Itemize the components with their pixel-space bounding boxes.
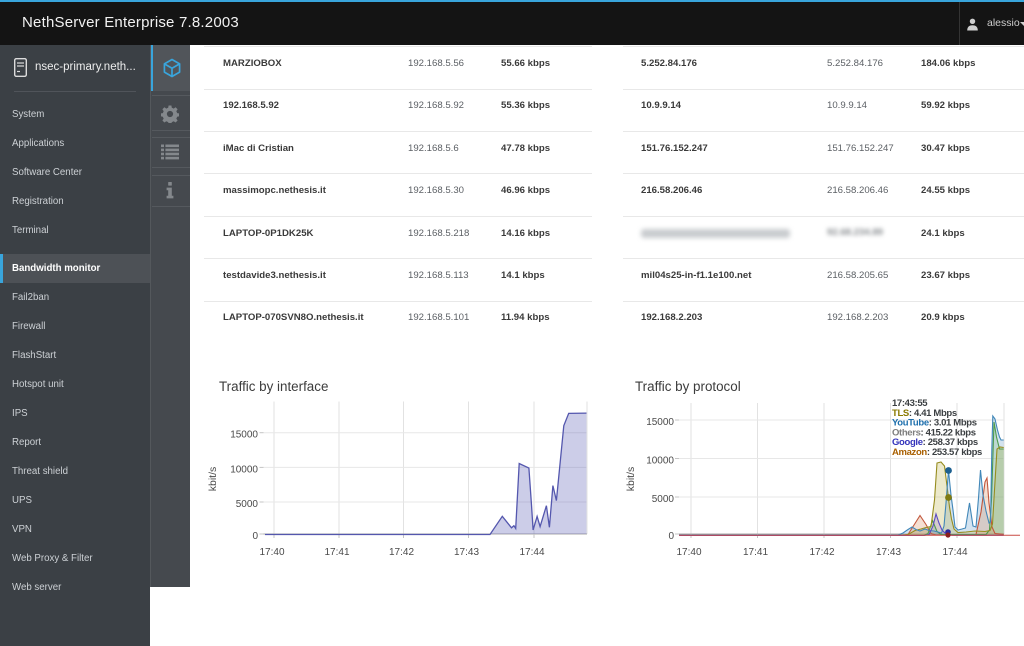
svg-text:17:41: 17:41 [324, 547, 349, 558]
svg-text:15000: 15000 [646, 417, 674, 428]
svg-text:10000: 10000 [230, 464, 258, 475]
svg-text:Google: 258.37 kbps: Google: 258.37 kbps [892, 437, 978, 448]
svg-text:17:42: 17:42 [809, 547, 834, 558]
svg-text:5000: 5000 [236, 499, 259, 510]
svg-text:TLS: 4.41 Mbps: TLS: 4.41 Mbps [892, 408, 957, 419]
svg-text:0: 0 [668, 531, 674, 542]
svg-text:kbit/s: kbit/s [207, 467, 219, 492]
svg-text:17:44: 17:44 [519, 547, 544, 558]
svg-text:15000: 15000 [230, 430, 258, 441]
svg-text:17:42: 17:42 [389, 547, 414, 558]
svg-text:10000: 10000 [646, 456, 674, 467]
svg-text:Amazon: 253.57 kbps: Amazon: 253.57 kbps [892, 447, 982, 458]
svg-text:Others: 415.22 kbps: Others: 415.22 kbps [892, 428, 976, 439]
svg-text:17:43: 17:43 [454, 547, 479, 558]
svg-text:17:40: 17:40 [676, 547, 701, 558]
svg-text:17:44: 17:44 [942, 547, 967, 558]
svg-text:5000: 5000 [652, 494, 675, 505]
svg-text:17:43: 17:43 [876, 547, 901, 558]
svg-text:17:41: 17:41 [743, 547, 768, 558]
svg-text:YouTube: 3.01 Mbps: YouTube: 3.01 Mbps [892, 418, 977, 429]
svg-text:0: 0 [252, 531, 258, 542]
svg-text:17:40: 17:40 [259, 547, 284, 558]
svg-text:17:43:55: 17:43:55 [892, 398, 928, 409]
svg-text:kbit/s: kbit/s [625, 467, 637, 492]
